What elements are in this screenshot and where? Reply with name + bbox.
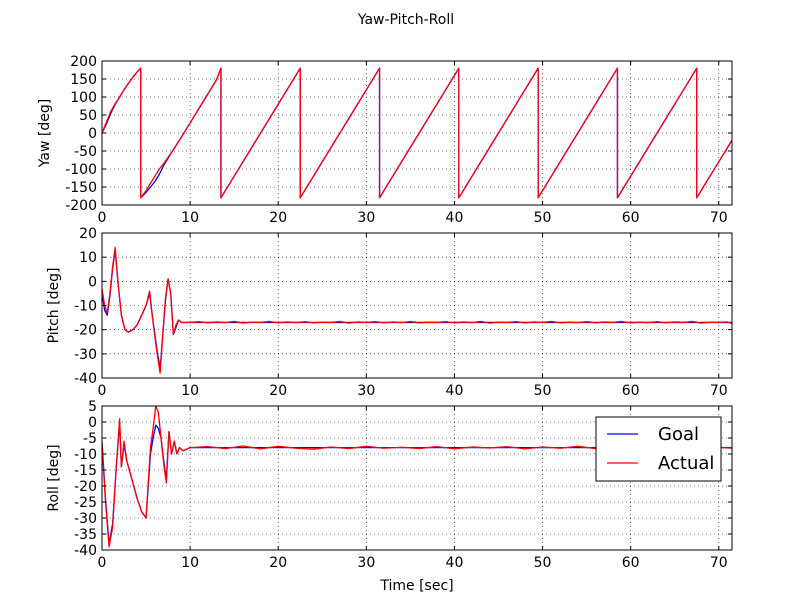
yaw-y-tick-label: 150 xyxy=(70,72,97,88)
roll-y-tick-label: 0 xyxy=(88,415,97,431)
pitch-x-tick-label: 10 xyxy=(181,383,199,399)
roll-y-tick-label: 5 xyxy=(88,399,97,415)
roll-x-tick-label: 20 xyxy=(269,555,287,571)
roll-subplot: 0 10 20 30 40 50 60 7050-5-10-15-20-25-30-35-40… xyxy=(46,399,733,571)
pitch-y-tick-label: -40 xyxy=(74,371,97,387)
pitch-y-tick-label: -20 xyxy=(74,323,97,339)
yaw-axes-frame xyxy=(101,60,733,206)
yaw-x-tick-label: 10 xyxy=(181,210,199,226)
roll-series-actual-line xyxy=(102,406,732,548)
pitch-series-goal-line xyxy=(102,249,732,369)
pitch-y-tick-label: -10 xyxy=(74,299,97,315)
yaw-y-axis-label: Yaw [deg] xyxy=(37,99,53,168)
pitch-subplot: 0 10 20 30 40 50 60 70 20 10 0 -10 -20 -30 -40 Pitch [d… xyxy=(46,226,733,399)
pitch-x-tick-label: 70 xyxy=(710,383,728,399)
legend-box xyxy=(595,416,722,482)
roll-y-tick-label: -15 xyxy=(74,463,97,479)
roll-x-tick-label: 60 xyxy=(622,555,640,571)
yaw-series-goal-line xyxy=(102,67,732,199)
roll-y-tick-label: -20 xyxy=(74,479,97,495)
roll-x-tick-label: 10 xyxy=(181,555,199,571)
pitch-x-tick-label: 0 xyxy=(98,383,107,399)
figure-title: Yaw-Pitch-Roll xyxy=(357,12,454,28)
yaw-x-tick-label: 0 xyxy=(98,210,107,226)
yaw-subplot: 0 10 20 30 40 50 60 70 200 150 100 50 0 -50 -100 -150 -2… xyxy=(37,54,733,226)
yaw-series-actual-line xyxy=(102,67,732,199)
pitch-x-tick-label: 50 xyxy=(534,383,552,399)
pitch-x-tick-label: 40 xyxy=(446,383,464,399)
yaw-y-tick-label: -100 xyxy=(65,162,97,178)
yaw-x-tick-label: 50 xyxy=(534,210,552,226)
roll-x-tick-label: 40 xyxy=(446,555,464,571)
yaw-y-tick-label: -50 xyxy=(74,144,97,160)
legend: Goal Actual xyxy=(595,416,722,482)
pitch-y-axis-label: Pitch [deg] xyxy=(46,268,62,344)
yaw-y-tick-label: 50 xyxy=(79,108,97,124)
pitch-axes-frame xyxy=(101,232,733,379)
yaw-y-tick-label: 0 xyxy=(88,126,97,142)
pitch-x-tick-label: 20 xyxy=(269,383,287,399)
yaw-x-tick-label: 30 xyxy=(357,210,375,226)
pitch-y-tick-label: 20 xyxy=(79,226,97,242)
yaw-x-tick-label: 20 xyxy=(269,210,287,226)
yaw-x-tick-label: 40 xyxy=(446,210,464,226)
roll-y-tick-label: -10 xyxy=(74,447,97,463)
roll-x-tick-label: 0 xyxy=(98,555,107,571)
roll-x-tick-label: 30 xyxy=(357,555,375,571)
pitch-y-tick-label: -30 xyxy=(74,347,97,363)
x-axis-label: Time [sec] xyxy=(379,578,453,594)
roll-axes-frame xyxy=(101,405,733,551)
yaw-x-tick-label: 70 xyxy=(710,210,728,226)
legend-label-actual: Actual xyxy=(658,453,714,474)
roll-y-tick-label: -5 xyxy=(83,431,97,447)
pitch-y-tick-label: 10 xyxy=(79,250,97,266)
yaw-y-tick-label: -150 xyxy=(65,180,97,196)
yaw-y-tick-label: -200 xyxy=(65,198,97,214)
roll-x-tick-label: 50 xyxy=(534,555,552,571)
yaw-y-tick-label: 100 xyxy=(70,90,97,106)
legend-label-goal: Goal xyxy=(658,424,699,445)
roll-y-tick-label: -40 xyxy=(74,543,97,559)
yaw-x-tick-label: 60 xyxy=(622,210,640,226)
pitch-series-actual-line xyxy=(102,246,732,374)
pitch-y-tick-label: 0 xyxy=(88,274,97,290)
pitch-x-tick-label: 30 xyxy=(357,383,375,399)
roll-y-tick-label: -30 xyxy=(74,511,97,527)
yaw-y-tick-label: 200 xyxy=(70,54,97,70)
roll-y-tick-label: -35 xyxy=(74,527,97,543)
roll-y-axis-label: Roll [deg] xyxy=(46,444,62,511)
roll-x-tick-label: 70 xyxy=(710,555,728,571)
pitch-x-tick-label: 60 xyxy=(622,383,640,399)
roll-y-tick-label: -25 xyxy=(74,495,97,511)
